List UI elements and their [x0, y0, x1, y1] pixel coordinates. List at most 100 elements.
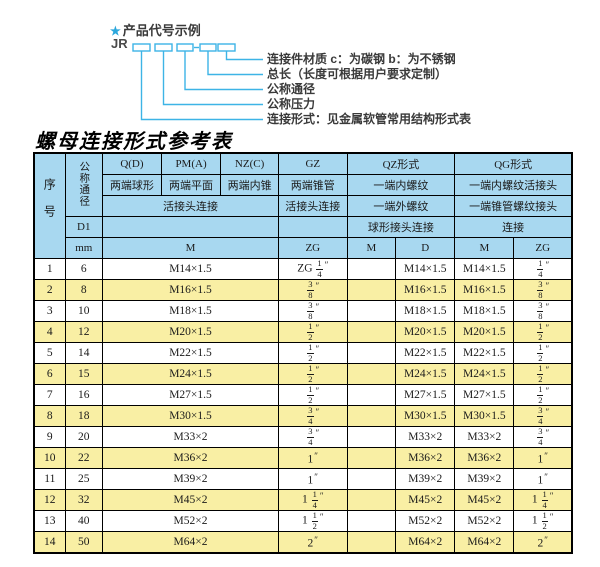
- table-row: 6 15 M24×1.5 1 2 ″ M24×1.5 M24×1.5 1 2 ″: [33, 363, 573, 385]
- cell-gz: 1″: [278, 468, 348, 490]
- cell-gz: 1 2 ″: [278, 363, 348, 385]
- header-pm: PM(A): [160, 152, 222, 175]
- cell-dn: 25: [64, 468, 103, 490]
- table-row: 8 18 M30×1.5 3 4 ″ M30×1.5 M30×1.5 3 4 ″: [33, 405, 573, 427]
- star-icon: ★: [110, 24, 121, 38]
- code-label-diameter: 公称通径: [267, 82, 316, 96]
- cell-qz-d: M30×1.5: [395, 405, 456, 427]
- cell-gz: 1″: [278, 447, 348, 469]
- cell-qg-m: M64×2: [454, 531, 515, 554]
- cell-qg-zg: 3 8 ″: [513, 300, 573, 322]
- cell-qg-m: M36×2: [454, 447, 515, 469]
- cell-qz-d: M52×2: [395, 510, 456, 532]
- cell-qg-m: M39×2: [454, 468, 515, 490]
- cell-qg-zg: 3 8 ″: [513, 279, 573, 301]
- cell-gz: 2″: [278, 531, 348, 554]
- cell-m: M24×1.5: [101, 363, 280, 385]
- table-row: 4 12 M20×1.5 1 2 ″ M20×1.5 M20×1.5 1 2 ″: [33, 321, 573, 343]
- cell-dn: 8: [64, 279, 103, 301]
- code-boxes: [132, 43, 236, 52]
- cell-qz-m: [346, 489, 397, 511]
- code-box: [154, 43, 173, 52]
- cell-m: M18×1.5: [101, 300, 280, 322]
- product-code-diagram: [132, 43, 263, 121]
- cell-seq: 13: [33, 510, 66, 532]
- code-box: [176, 43, 194, 52]
- cell-qg-m: M30×1.5: [454, 405, 515, 427]
- cell-qz-d: M33×2: [395, 426, 456, 448]
- cell-qz-m: [346, 405, 397, 427]
- header-qz-m: M: [346, 237, 397, 259]
- header-row-1: 序号 公称通径 Q(D) PM(A) NZ(C) GZ QZ形式 QG形式: [33, 152, 573, 259]
- cell-dn: 20: [64, 426, 103, 448]
- header-q-sub: 两端球形: [101, 174, 162, 196]
- header-qg-sub2: 一端锥管螺纹接头: [454, 195, 573, 217]
- cell-seq: 5: [33, 342, 66, 364]
- cell-qg-zg: 3 4 ″: [513, 405, 573, 427]
- table-row: 1 6 M14×1.5 ZG 1 4 ″ M14×1.5 M14×1.5 1 4 ″: [33, 258, 573, 280]
- code-label-length: 总长（长度可根据用户要求定制）: [267, 67, 448, 81]
- cell-dn: 12: [64, 321, 103, 343]
- cell-seq: 6: [33, 363, 66, 385]
- table-title: 螺母连接形式参考表: [35, 131, 233, 153]
- cell-qg-m: M16×1.5: [454, 279, 515, 301]
- header-row-4: D1 球形接头连接 连接: [34, 216, 573, 238]
- cell-seq: 11: [33, 468, 66, 490]
- header-qz-d: D: [395, 237, 456, 259]
- cell-qz-d: M45×2: [395, 489, 456, 511]
- cell-gz: 1 2 ″: [278, 342, 348, 364]
- cell-gz: 1 2 ″: [278, 384, 348, 406]
- cell-seq: 9: [33, 426, 66, 448]
- header-qg-conn: 连接: [454, 216, 573, 238]
- header-d1: D1: [64, 216, 103, 238]
- table-body: 1 6 M14×1.5 ZG 1 4 ″ M14×1.5 M14×1.5 1 4 ″ 2 8 M16×1.…: [33, 258, 573, 554]
- nut-connection-table: 序号 公称通径 Q(D) PM(A) NZ(C) GZ QZ形式 QG形式 两端…: [33, 152, 573, 554]
- header-empty-m: [101, 216, 280, 238]
- code-example-title: 产品代号示例: [122, 23, 201, 38]
- cell-qg-zg: 1 2 ″: [513, 321, 573, 343]
- cell-qg-zg: 1 4 ″: [513, 258, 573, 280]
- cell-seq: 2: [33, 279, 66, 301]
- code-label-pressure: 公称压力: [267, 97, 316, 111]
- cell-m: M30×1.5: [101, 405, 280, 427]
- cell-seq: 8: [33, 405, 66, 427]
- cell-qz-d: M16×1.5: [395, 279, 456, 301]
- cell-m: M64×2: [101, 531, 280, 554]
- cell-qg-m: M24×1.5: [454, 363, 515, 385]
- cell-qz-m: [346, 384, 397, 406]
- cell-qg-m: M33×2: [454, 426, 515, 448]
- cell-m: M27×1.5: [101, 384, 280, 406]
- cell-dn: 10: [64, 300, 103, 322]
- cell-qg-m: M14×1.5: [454, 258, 515, 280]
- leader-line: [225, 51, 263, 61]
- cell-m: M45×2: [101, 489, 280, 511]
- header-gz-sub: 两端锥管: [278, 174, 348, 196]
- header-row-2: 两端球形 两端平面 两端内锥 两端锥管 一端内螺纹 一端内螺纹活接头: [34, 174, 573, 196]
- cell-qg-zg: 2″: [513, 531, 573, 554]
- cell-qz-d: M27×1.5: [395, 384, 456, 406]
- cell-qg-zg: 3 4 ″: [513, 426, 573, 448]
- cell-qz-d: M18×1.5: [395, 300, 456, 322]
- cell-qg-zg: 1 1 4 ″: [513, 489, 573, 511]
- cell-dn: 40: [64, 510, 103, 532]
- cell-seq: 12: [33, 489, 66, 511]
- cell-seq: 7: [33, 384, 66, 406]
- code-prefix: JR: [111, 36, 128, 51]
- cell-dn: 32: [64, 489, 103, 511]
- header-mm: mm: [64, 237, 103, 259]
- cell-m: M33×2: [101, 426, 280, 448]
- cell-seq: 3: [33, 300, 66, 322]
- header-dn: 公称通径: [64, 152, 103, 217]
- cell-m: M36×2: [101, 447, 280, 469]
- leader-line: [207, 51, 263, 76]
- cell-qz-m: [346, 279, 397, 301]
- header-pm-sub: 两端平面: [160, 174, 222, 196]
- cell-qz-m: [346, 510, 397, 532]
- table-row: 5 14 M22×1.5 1 2 ″ M22×1.5 M22×1.5 1 2 ″: [33, 342, 573, 364]
